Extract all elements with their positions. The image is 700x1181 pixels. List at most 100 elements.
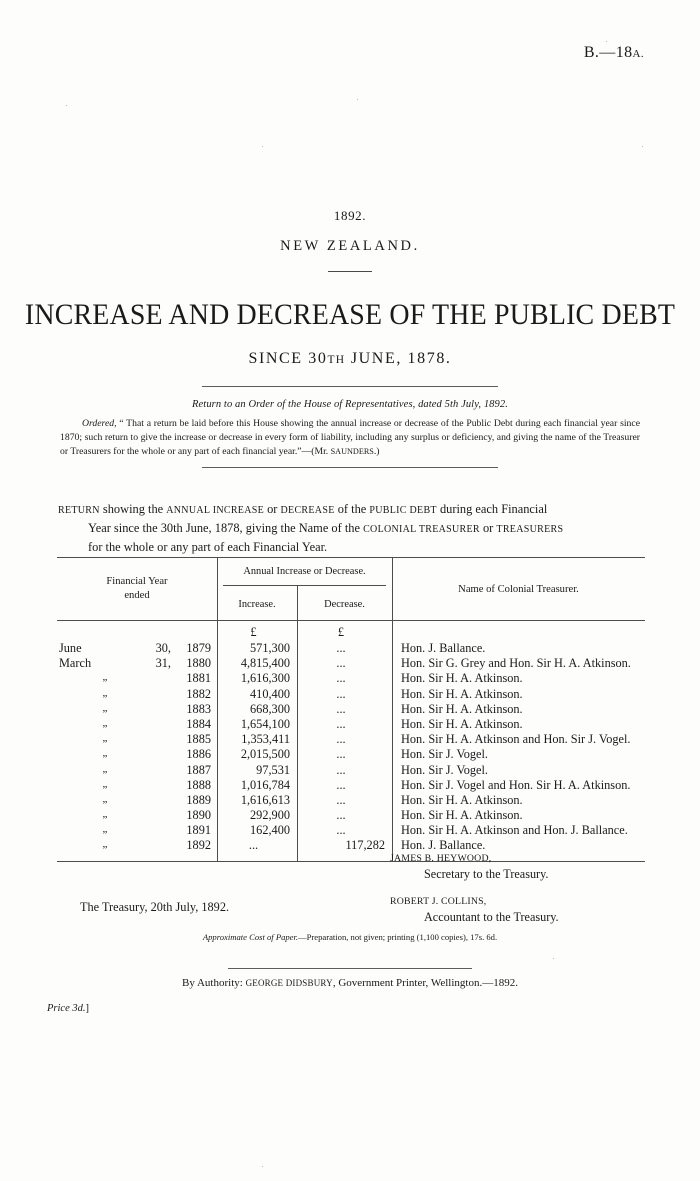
column-header-annual-group: Annual Increase or Decrease. [243, 565, 366, 577]
row-day: 30, [155, 641, 171, 655]
row-treasurer: Hon. Sir J. Vogel and Hon. Sir H. A. Atk… [401, 777, 631, 792]
row-decrease: ... [336, 686, 346, 701]
signatory-name-1: JAMES B. HEYWOOD, [390, 853, 492, 864]
row-decrease: ... [336, 808, 346, 823]
row-year: 1888 [186, 777, 211, 792]
table-row: „ 1882 410,400... Hon. Sir H. A. Atkinson. [57, 687, 645, 702]
row-treasurer: Hon. Sir J. Vogel. [401, 762, 489, 777]
row-year: 1884 [186, 716, 211, 731]
row-month: „ [102, 838, 108, 851]
price-bracket: ] [85, 1003, 90, 1014]
ordered-heading: Return to an Order of the House of Repre… [192, 399, 508, 410]
row-treasurer: Hon. Sir H. A. Atkinson. [401, 701, 523, 716]
table-row: „ 1891 162,400... Hon. Sir H. A. Atkinson a… [57, 823, 645, 838]
row-increase: 1,616,613 [240, 792, 290, 807]
column-header-financial-year-line1: Financial Year [106, 575, 168, 587]
row-increase: 410,400 [250, 686, 290, 701]
row-year: 1886 [186, 747, 211, 762]
return-text-4: during each Financial [436, 502, 548, 516]
ordered-rule-bottom [202, 467, 498, 469]
row-year: 1890 [186, 808, 211, 823]
return-text-2: or [264, 502, 281, 516]
document-number-suffix: A. [632, 48, 644, 60]
table-row: „ 1892... 117,282 Hon. J. Ballance. [57, 838, 645, 853]
row-treasurer: Hon. Sir H. A. Atkinson and Hon. Sir J. … [401, 732, 631, 747]
row-increase: 97,531 [256, 762, 290, 777]
currency-row: £ £ [57, 625, 645, 641]
ordered-member-name: SAUNDERS [330, 446, 374, 456]
table-row: „ 1888 1,016,784... Hon. Sir J. Vogel and H… [57, 778, 645, 793]
row-month: „ [102, 792, 108, 805]
table-header: Financial Year ended Annual Increase or … [57, 558, 645, 620]
return-paragraph: RETURN showing the ANNUAL INCREASE or DE… [58, 500, 646, 556]
authority-prefix: By Authority: [182, 977, 246, 989]
return-annual-increase: ANNUAL INCREASE [166, 505, 264, 516]
body-divider-1 [217, 621, 218, 861]
price-text: Price 3d. [47, 1003, 86, 1014]
row-increase: ... [248, 838, 259, 853]
currency-symbol-increase: £ [250, 625, 257, 639]
signature-gap [390, 883, 646, 895]
row-treasurer: Hon. J. Ballance. [401, 838, 486, 853]
cost-of-paper-note: Approximate Cost of Paper.—Preparation, … [0, 932, 700, 942]
row-treasurer: Hon. J. Ballance. [401, 641, 486, 655]
row-year: 1882 [186, 686, 211, 701]
row-month: „ [102, 732, 108, 745]
table-row: „ 1887 97,531... Hon. Sir J. Vogel. [57, 763, 645, 778]
row-treasurer: Hon. Sir H. A. Atkinson. [401, 808, 523, 823]
row-decrease: ... [336, 732, 346, 747]
table-row: „ 1885 1,353,411... Hon. Sir H. A. Atkinson… [57, 732, 645, 747]
body-divider-3 [392, 621, 393, 861]
row-month: „ [102, 777, 108, 790]
signatory-role-1: Secretary to the Treasury. [424, 866, 549, 881]
annual-group-rule [223, 585, 386, 586]
table-rule-header-bottom [57, 620, 645, 621]
return-text-5: Year since the 30th June, 1878, giving t… [88, 520, 364, 535]
row-increase: 571,300 [250, 641, 290, 655]
masthead-country: NEW ZEALAND. [280, 238, 420, 254]
column-header-increase: Increase. [238, 598, 276, 610]
row-increase: 1,016,784 [240, 777, 290, 792]
row-year: 1889 [186, 792, 211, 807]
row-month: „ [102, 747, 108, 760]
row-month: „ [102, 671, 108, 684]
row-increase: 292,900 [250, 808, 290, 823]
header-divider-3 [392, 558, 393, 620]
return-text-6: or [479, 520, 497, 535]
return-word: RETURN [58, 505, 100, 516]
row-increase: 668,300 [250, 701, 290, 716]
row-month: „ [102, 701, 108, 714]
row-increase: 2,015,500 [240, 747, 290, 762]
table-row: „ 1890 292,900... Hon. Sir H. A. Atkinson. [57, 808, 645, 823]
row-treasurer: Hon. Sir H. A. Atkinson. [401, 686, 523, 701]
subtitle-post: JUNE, 1878. [345, 350, 452, 367]
ordered-block: Return to an Order of the House of Repre… [60, 386, 640, 469]
currency-symbol-decrease: £ [337, 625, 345, 639]
ordered-label: Ordered, [82, 418, 117, 429]
table-row: June 30, 1879 571,300... Hon. J. Ballance. [57, 641, 645, 656]
return-line-2: Year since the 30th June, 1878, giving t… [58, 519, 646, 538]
row-month: „ [102, 716, 108, 729]
column-header-financial-year: Financial Year ended [57, 558, 217, 620]
ordered-text-1: “ That a return be laid before this Hous… [60, 418, 640, 457]
price-line: Price 3d.] [47, 1003, 89, 1014]
signatory-name-2: ROBERT J. COLLINS, [390, 896, 487, 908]
column-header-treasurer-name: Name of Colonial Treasurer. [458, 583, 579, 595]
document-number: B.—18A. [584, 44, 644, 62]
page-subtitle: SINCE 30TH JUNE, 1878. [0, 350, 700, 368]
row-decrease: ... [336, 656, 346, 671]
row-decrease: ... [336, 762, 346, 777]
row-month: „ [102, 808, 108, 821]
row-year: 1883 [186, 701, 211, 716]
row-month: March [59, 656, 92, 671]
row-decrease: 117,282 [345, 838, 385, 853]
signature-block: JAMES B. HEYWOOD, Secretary to the Treas… [390, 852, 646, 926]
return-public-debt: PUBLIC DEBT [369, 505, 437, 516]
page-title: INCREASE AND DECREASE OF THE PUBLIC DEBT [24, 298, 676, 331]
cost-note-label: Approximate Cost of Paper. [202, 932, 299, 942]
ordered-body: Ordered, “ That a return be laid before … [60, 417, 640, 458]
row-treasurer: Hon. Sir H. A. Atkinson. [401, 671, 523, 686]
row-decrease: ... [336, 701, 346, 716]
row-year: 1892 [186, 838, 211, 853]
cost-note-text: —Preparation, not given; printing (1,100… [298, 932, 498, 942]
